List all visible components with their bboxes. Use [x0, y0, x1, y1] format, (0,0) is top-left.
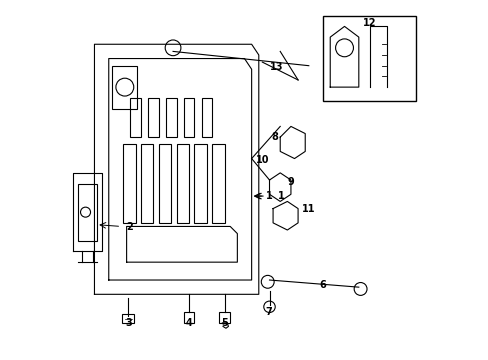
Text: 12: 12 — [362, 18, 375, 28]
Text: 1: 1 — [278, 191, 285, 201]
Text: 13: 13 — [269, 63, 283, 72]
Text: 2: 2 — [126, 222, 133, 232]
Text: 4: 4 — [185, 318, 192, 328]
Text: 11: 11 — [302, 204, 315, 214]
Text: 9: 9 — [287, 177, 294, 187]
Text: 8: 8 — [271, 132, 278, 142]
Text: 5: 5 — [221, 318, 228, 328]
Text: 7: 7 — [265, 307, 272, 317]
FancyBboxPatch shape — [323, 16, 415, 102]
Text: 10: 10 — [256, 156, 269, 165]
Text: 1: 1 — [265, 191, 272, 201]
Text: 6: 6 — [319, 280, 326, 291]
Text: 3: 3 — [125, 318, 131, 328]
